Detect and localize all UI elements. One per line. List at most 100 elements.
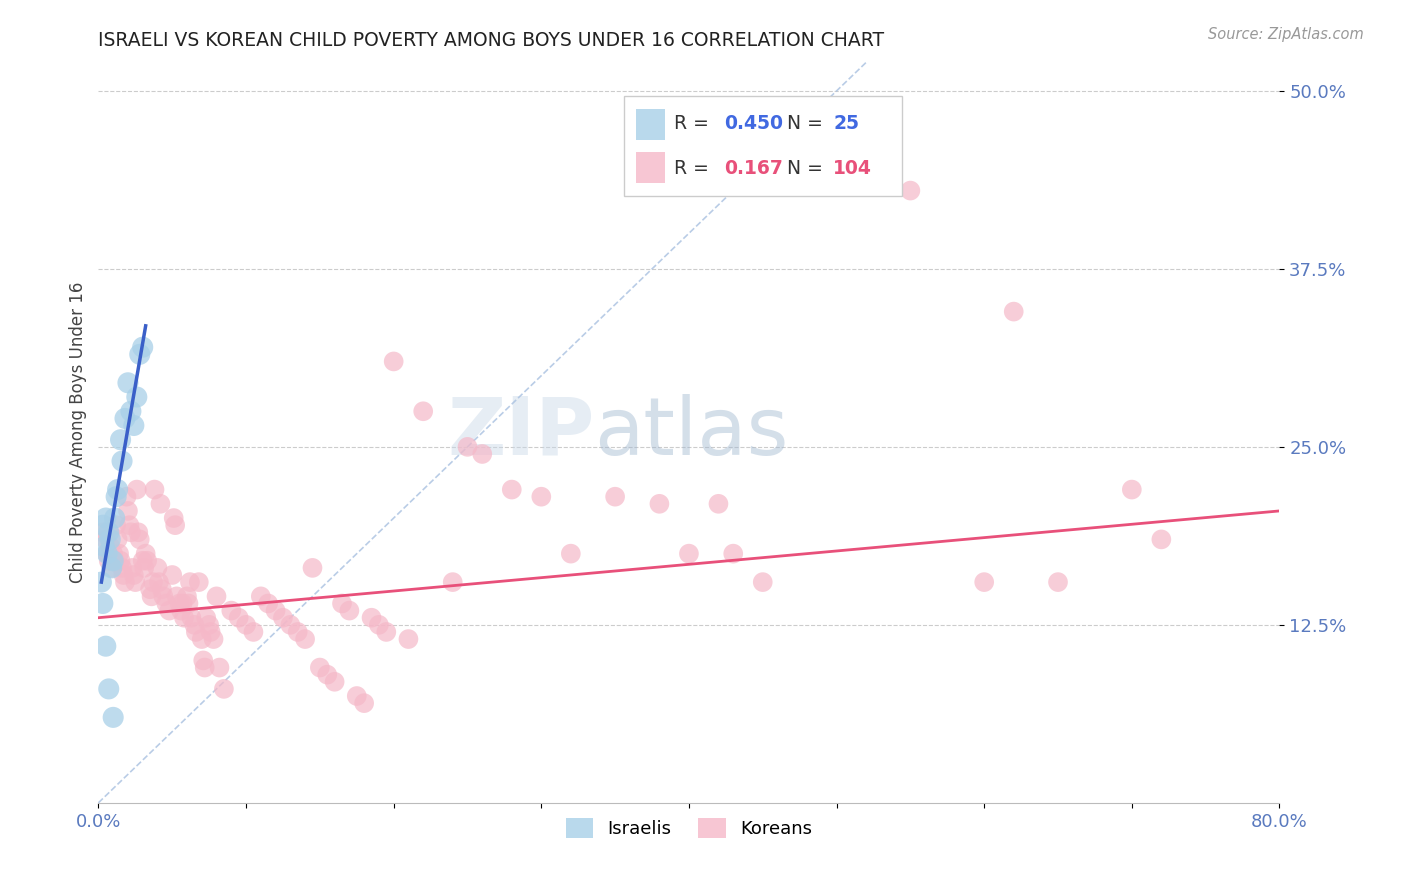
Point bbox=[441, 575, 464, 590]
Point bbox=[132, 340, 155, 354]
Text: 25: 25 bbox=[832, 114, 859, 134]
Point bbox=[316, 667, 339, 681]
Point bbox=[162, 568, 183, 582]
Point bbox=[242, 624, 264, 639]
Point bbox=[166, 590, 188, 604]
Point bbox=[193, 653, 215, 667]
Point bbox=[139, 582, 162, 597]
Point bbox=[135, 547, 157, 561]
Point bbox=[105, 518, 128, 533]
Point bbox=[136, 554, 159, 568]
Point bbox=[97, 525, 120, 540]
Point bbox=[1150, 533, 1173, 547]
Point bbox=[127, 525, 149, 540]
Point bbox=[104, 511, 127, 525]
Point bbox=[149, 497, 172, 511]
FancyBboxPatch shape bbox=[624, 95, 901, 195]
Point bbox=[91, 518, 114, 533]
Point bbox=[152, 590, 174, 604]
Point bbox=[122, 418, 145, 433]
Text: R =: R = bbox=[673, 114, 709, 134]
Point bbox=[678, 547, 700, 561]
Text: 0.167: 0.167 bbox=[724, 159, 783, 178]
Point bbox=[264, 604, 287, 618]
Point bbox=[150, 582, 173, 597]
Point bbox=[125, 483, 148, 497]
Point bbox=[107, 533, 129, 547]
Point bbox=[173, 610, 195, 624]
Y-axis label: Child Poverty Among Boys Under 16: Child Poverty Among Boys Under 16 bbox=[69, 282, 87, 583]
Point bbox=[353, 696, 375, 710]
Point bbox=[382, 354, 405, 368]
Point bbox=[398, 632, 420, 646]
Point bbox=[235, 617, 257, 632]
Point bbox=[301, 561, 323, 575]
FancyBboxPatch shape bbox=[636, 152, 665, 183]
Point bbox=[110, 554, 132, 568]
Point bbox=[93, 540, 115, 554]
Point bbox=[530, 490, 553, 504]
Point bbox=[605, 490, 627, 504]
Point bbox=[108, 547, 131, 561]
Point bbox=[271, 610, 294, 624]
Point bbox=[104, 554, 127, 568]
Point bbox=[100, 561, 122, 575]
Point bbox=[187, 575, 209, 590]
Point bbox=[228, 610, 250, 624]
Point bbox=[96, 547, 118, 561]
Point bbox=[457, 440, 479, 454]
Point bbox=[212, 681, 235, 696]
Point bbox=[148, 575, 170, 590]
Point bbox=[117, 376, 139, 390]
Point bbox=[96, 547, 118, 561]
Point bbox=[124, 575, 146, 590]
Point bbox=[208, 660, 231, 674]
Point bbox=[107, 483, 129, 497]
Point bbox=[142, 575, 165, 590]
Point bbox=[752, 575, 775, 590]
Point bbox=[330, 597, 353, 611]
Point bbox=[900, 184, 922, 198]
Point bbox=[121, 561, 143, 575]
Point bbox=[177, 597, 200, 611]
Point bbox=[111, 454, 134, 468]
Point bbox=[103, 554, 125, 568]
Point bbox=[346, 689, 368, 703]
Point bbox=[170, 604, 193, 618]
FancyBboxPatch shape bbox=[636, 109, 665, 140]
Text: atlas: atlas bbox=[595, 393, 789, 472]
Point bbox=[112, 568, 135, 582]
Point bbox=[221, 604, 243, 618]
Point bbox=[250, 590, 273, 604]
Point bbox=[94, 639, 117, 653]
Point bbox=[205, 590, 228, 604]
Point bbox=[134, 561, 156, 575]
Point bbox=[183, 617, 205, 632]
Point bbox=[91, 597, 114, 611]
Text: N =: N = bbox=[787, 159, 823, 178]
Point bbox=[180, 610, 202, 624]
Point bbox=[141, 590, 163, 604]
Point bbox=[120, 525, 142, 540]
Point bbox=[191, 632, 214, 646]
Point bbox=[360, 610, 382, 624]
Text: R =: R = bbox=[673, 159, 709, 178]
Text: 104: 104 bbox=[832, 159, 872, 178]
Point bbox=[94, 511, 117, 525]
Point bbox=[184, 624, 207, 639]
Text: ISRAELI VS KOREAN CHILD POVERTY AMONG BOYS UNDER 16 CORRELATION CHART: ISRAELI VS KOREAN CHILD POVERTY AMONG BO… bbox=[98, 30, 884, 50]
Point bbox=[94, 533, 117, 547]
Point bbox=[132, 554, 155, 568]
Point bbox=[100, 561, 122, 575]
Point bbox=[200, 624, 222, 639]
Text: 0.450: 0.450 bbox=[724, 114, 783, 134]
Point bbox=[368, 617, 391, 632]
Point bbox=[280, 617, 302, 632]
Point bbox=[117, 504, 139, 518]
Point bbox=[309, 660, 332, 674]
Text: N =: N = bbox=[787, 114, 823, 134]
Point bbox=[560, 547, 582, 561]
Point bbox=[176, 590, 198, 604]
Point bbox=[1002, 304, 1025, 318]
Point bbox=[125, 390, 148, 404]
